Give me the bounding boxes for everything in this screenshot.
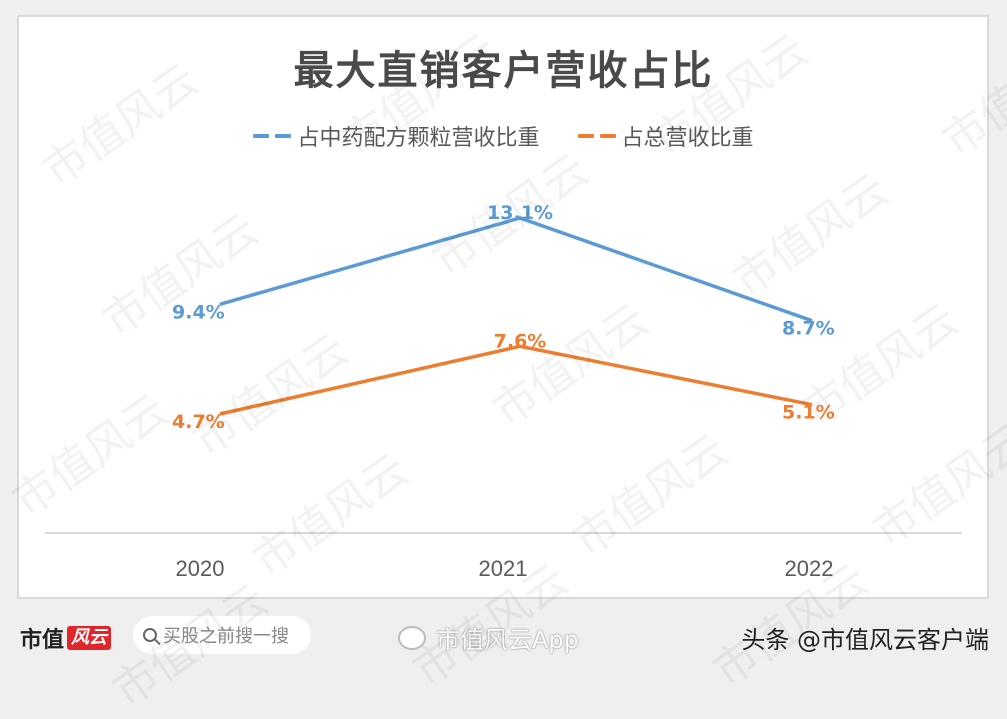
series-line-granule-share <box>219 216 813 323</box>
legend-dash-icon <box>577 134 594 138</box>
series-line-total-share <box>219 344 813 416</box>
legend-dash-icon <box>275 134 292 138</box>
data-label: 4.7% <box>172 411 225 433</box>
legend-dash-icon <box>599 134 616 138</box>
x-tick-label: 2021 <box>479 556 528 581</box>
legend-dash-icon <box>253 134 270 138</box>
weibo-text: 市值风云App <box>436 626 579 654</box>
chart-title: 最大直销客户营收占比 <box>293 48 714 94</box>
search-icon <box>143 628 157 642</box>
legend-label: 占总营收比重 <box>621 126 754 151</box>
x-tick-label: 2020 <box>176 556 225 581</box>
data-label: 7.6% <box>494 330 547 352</box>
data-label: 5.1% <box>782 402 835 424</box>
brand-text: 市值 <box>20 628 65 653</box>
weibo-watermark: 市值风云App <box>398 620 579 655</box>
legend-item-total-share: 占总营收比重 <box>577 120 754 152</box>
weibo-icon <box>398 625 426 650</box>
chart-legend: 占中药配方颗粒营收比重 占总营收比重 <box>0 120 1007 152</box>
chart-panel <box>17 15 989 599</box>
legend-label: 占中药配方颗粒营收比重 <box>297 126 540 151</box>
footer-bar: 市值 风云 买股之前搜一搜 市值风云App 头条 @市值风云客户端 <box>0 604 1007 668</box>
toutiao-credit: 头条 @市值风云客户端 <box>741 626 989 654</box>
data-label: 13.1% <box>487 202 553 224</box>
search-placeholder: 买股之前搜一搜 <box>163 626 289 647</box>
brand-logo-mark: 风云 <box>67 626 112 650</box>
data-label: 8.7% <box>782 318 835 340</box>
search-box[interactable]: 买股之前搜一搜 <box>133 616 311 654</box>
x-tick-label: 2022 <box>785 556 834 581</box>
line-chart: 9.4% 13.1% 8.7% 4.7% 7.6% 5.1% 2020 2021 2022 <box>45 202 962 581</box>
brand-logo: 市值 风云 <box>20 622 112 654</box>
legend-item-granule-share: 占中药配方颗粒营收比重 <box>253 120 540 152</box>
data-label: 9.4% <box>172 301 225 323</box>
